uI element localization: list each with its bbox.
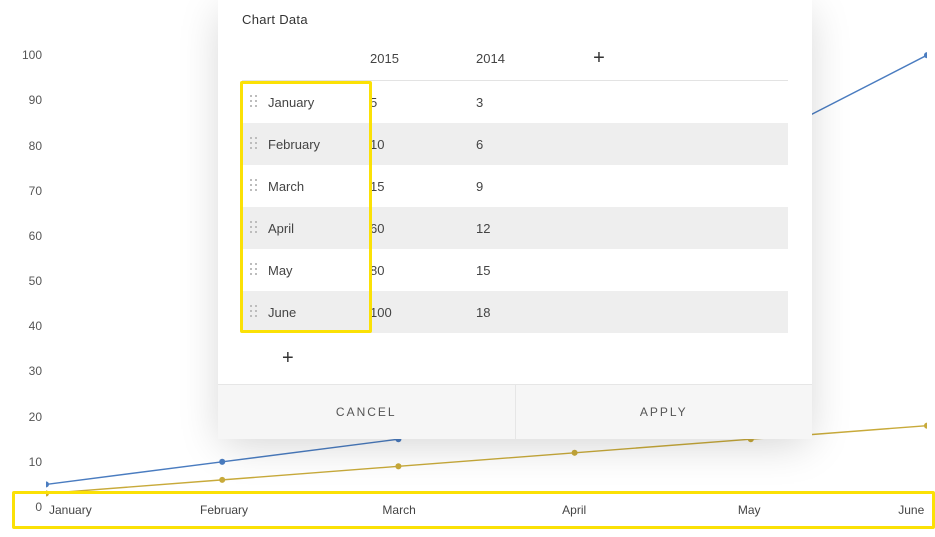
value-cell-2014[interactable]: 15 <box>476 263 586 278</box>
y-tick: 60 <box>29 229 42 243</box>
series-point <box>924 52 927 58</box>
column-header-2014[interactable]: 2014 <box>476 51 586 66</box>
data-grid: 2015 2014 + January53February106March159… <box>218 37 812 341</box>
drag-handle-icon[interactable] <box>242 95 268 109</box>
x-tick: April <box>562 503 586 517</box>
x-tick: June <box>898 503 924 517</box>
y-tick: 10 <box>29 455 42 469</box>
month-cell[interactable]: March <box>268 179 370 194</box>
y-tick: 20 <box>29 410 42 424</box>
month-cell[interactable]: May <box>268 263 370 278</box>
y-axis: 0102030405060708090100 <box>12 10 46 507</box>
series-point <box>395 463 401 469</box>
table-row: May8015 <box>242 249 788 291</box>
modal-footer: CANCEL APPLY <box>218 384 812 439</box>
add-row-button[interactable]: + <box>268 347 294 370</box>
y-tick: 80 <box>29 139 42 153</box>
series-point <box>219 477 225 483</box>
modal-title: Chart Data <box>218 0 812 37</box>
series-point <box>572 450 578 456</box>
x-tick: February <box>200 503 248 517</box>
value-cell-2014[interactable]: 12 <box>476 221 586 236</box>
y-tick: 100 <box>22 48 42 62</box>
y-tick: 40 <box>29 319 42 333</box>
table-row: January53 <box>242 81 788 123</box>
apply-button[interactable]: APPLY <box>515 385 813 439</box>
x-axis-highlight: January February March April May June <box>12 491 935 529</box>
value-cell-2015[interactable]: 5 <box>370 95 476 110</box>
column-header-2015[interactable]: 2015 <box>370 51 476 66</box>
drag-handle-icon[interactable] <box>242 179 268 193</box>
y-tick: 30 <box>29 364 42 378</box>
table-row: March159 <box>242 165 788 207</box>
drag-handle-icon[interactable] <box>242 137 268 151</box>
month-cell[interactable]: January <box>268 95 370 110</box>
add-row-area: + <box>218 341 812 384</box>
value-cell-2015[interactable]: 10 <box>370 137 476 152</box>
value-cell-2015[interactable]: 80 <box>370 263 476 278</box>
series-point <box>219 459 225 465</box>
grid-header-row: 2015 2014 + <box>242 37 788 81</box>
cancel-button[interactable]: CANCEL <box>218 385 515 439</box>
x-tick: January <box>49 503 92 517</box>
value-cell-2015[interactable]: 60 <box>370 221 476 236</box>
value-cell-2014[interactable]: 3 <box>476 95 586 110</box>
drag-handle-icon[interactable] <box>242 263 268 277</box>
x-tick: March <box>382 503 415 517</box>
drag-handle-icon[interactable] <box>242 305 268 319</box>
month-cell[interactable]: April <box>268 221 370 236</box>
y-tick: 90 <box>29 93 42 107</box>
series-point <box>46 481 49 487</box>
x-tick: May <box>738 503 761 517</box>
table-row: June10018 <box>242 291 788 333</box>
value-cell-2015[interactable]: 15 <box>370 179 476 194</box>
table-row: April6012 <box>242 207 788 249</box>
drag-handle-icon[interactable] <box>242 221 268 235</box>
value-cell-2014[interactable]: 9 <box>476 179 586 194</box>
table-row: February106 <box>242 123 788 165</box>
series-point <box>924 423 927 429</box>
value-cell-2015[interactable]: 100 <box>370 305 476 320</box>
value-cell-2014[interactable]: 18 <box>476 305 586 320</box>
y-tick: 50 <box>29 274 42 288</box>
add-column-button[interactable]: + <box>586 47 612 70</box>
y-tick: 70 <box>29 184 42 198</box>
chart-data-modal: Chart Data 2015 2014 + January53February… <box>218 0 812 439</box>
month-cell[interactable]: February <box>268 137 370 152</box>
value-cell-2014[interactable]: 6 <box>476 137 586 152</box>
month-cell[interactable]: June <box>268 305 370 320</box>
